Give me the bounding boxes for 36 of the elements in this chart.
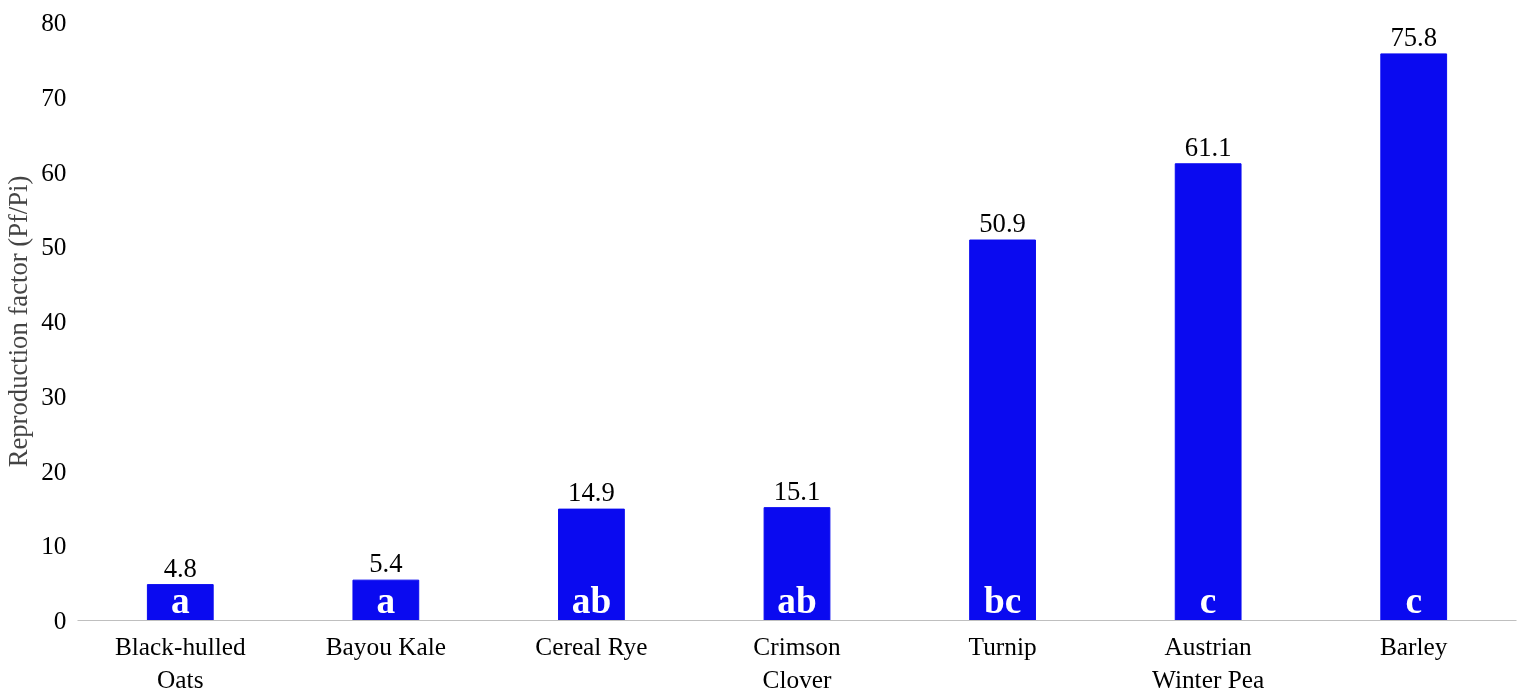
annotation: a: [376, 579, 396, 621]
x-tick-label: Black-hulled Oats: [114, 631, 247, 694]
data-label: 61.1: [1184, 131, 1232, 162]
data-label: 14.9: [568, 477, 615, 508]
bar: [558, 508, 625, 621]
y-tick-label: 40: [41, 307, 67, 335]
y-tick-label: 50: [41, 232, 67, 261]
bar: [1174, 163, 1242, 621]
x-tick-label: Cereal Rye: [535, 631, 648, 660]
data-label: 50.9: [979, 208, 1026, 239]
y-axis-title: Reproduction factor (Pf/Pi): [3, 175, 34, 468]
y-tick-label: 0: [53, 606, 67, 634]
y-tick-label: 20: [41, 456, 67, 485]
x-tick-label: Crimson Clover: [753, 631, 841, 694]
bar: [1380, 53, 1448, 621]
x-tick-label: Barley: [1379, 631, 1448, 660]
x-tick-label: Austrian Winter Pea: [1152, 631, 1265, 694]
x-tick-label: Bayou Kale: [325, 631, 446, 660]
annotation: ab: [777, 579, 817, 621]
y-tick-label: 10: [41, 531, 67, 560]
bar: [969, 239, 1036, 621]
y-tick-label: 70: [41, 82, 67, 111]
y-tick-label: 60: [41, 157, 67, 186]
annotation: c: [1199, 579, 1217, 621]
data-label: 75.8: [1390, 21, 1438, 52]
y-tick-label: 30: [41, 381, 67, 410]
y-tick-label: 80: [41, 8, 67, 36]
data-label: 5.4: [369, 548, 403, 579]
annotation: bc: [983, 579, 1022, 621]
bar: [352, 579, 420, 621]
x-tick-label: Turnip: [968, 631, 1037, 660]
bar: [146, 584, 214, 621]
annotation: ab: [571, 579, 612, 621]
annotation: c: [1405, 579, 1423, 621]
bar: [763, 507, 831, 621]
data-label: 15.1: [773, 475, 821, 506]
